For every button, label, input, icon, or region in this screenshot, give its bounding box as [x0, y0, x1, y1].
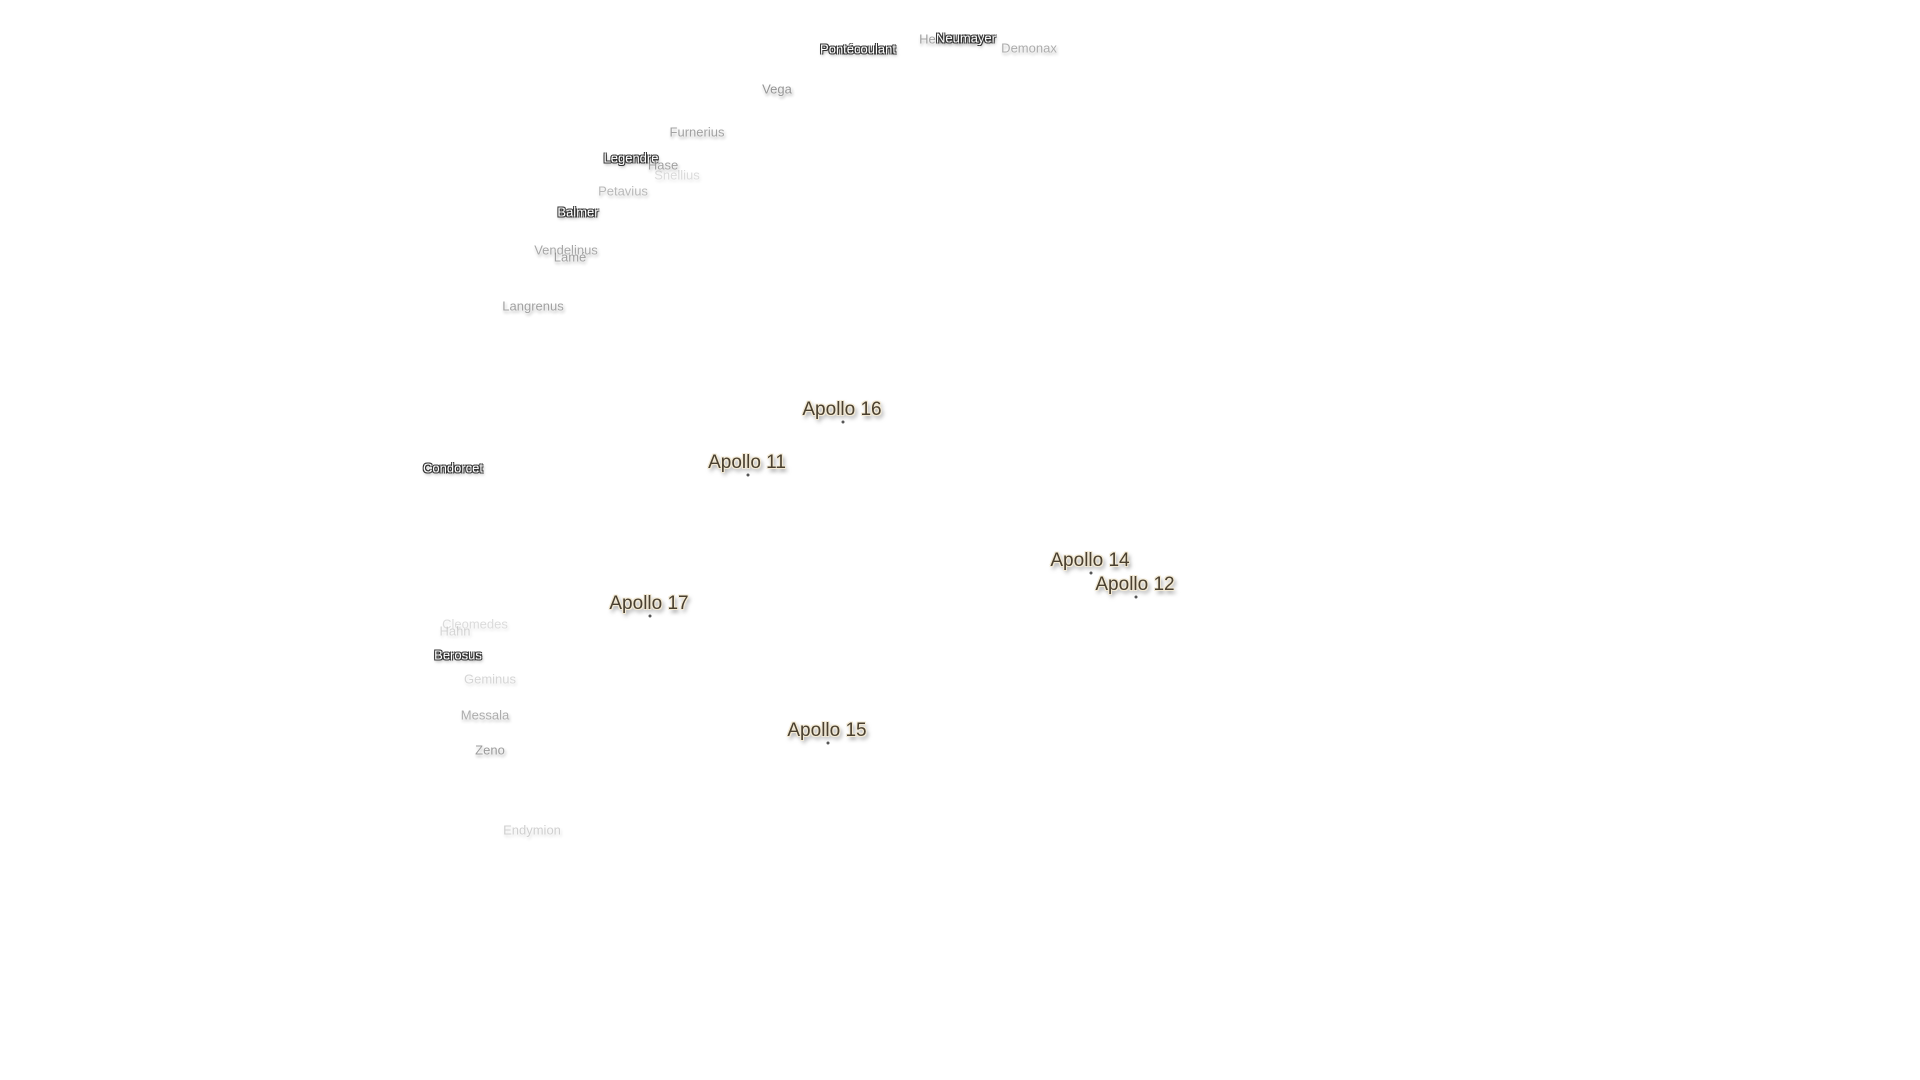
- crater-label: Cleomedes: [442, 616, 508, 632]
- crater-label: Legendre: [603, 150, 659, 166]
- crater-label: Condorcet: [423, 460, 483, 476]
- crater-label: Balmer: [557, 204, 599, 220]
- crater-label: Geminus: [463, 671, 517, 687]
- crater-label: Petavius: [598, 183, 648, 199]
- landing-site-marker: [648, 614, 652, 618]
- crater-label: Langrenus: [502, 298, 564, 314]
- crater-label: Berosus: [434, 647, 482, 663]
- crater-label: Lamé: [553, 249, 587, 265]
- crater-label: Hase: [647, 157, 679, 173]
- crater-label: Zeno: [475, 742, 505, 758]
- crater-label: Hahn: [439, 623, 471, 639]
- crater-label: Neumayer: [936, 30, 996, 46]
- landing-site-label: Apollo 14: [1050, 550, 1130, 571]
- landing-site-marker: [826, 741, 830, 745]
- crater-label: Helmholtz: [919, 31, 977, 47]
- landing-site-label: Apollo 12: [1095, 574, 1175, 595]
- crater-label: Vendelinus: [534, 242, 598, 258]
- crater-label: Vega: [762, 81, 792, 97]
- crater-label: Messala: [460, 707, 510, 723]
- crater-label: Endymion: [503, 822, 561, 838]
- landing-site-marker: [1089, 571, 1093, 575]
- landing-site-marker: [746, 473, 750, 477]
- landing-site-label: Apollo 11: [708, 452, 786, 473]
- crater-label: Demonax: [1001, 40, 1057, 56]
- landing-site-marker: [841, 420, 845, 424]
- landing-site-label: Apollo 15: [787, 720, 867, 741]
- landing-site-marker: [1134, 595, 1138, 599]
- crater-label: Furnerius: [669, 124, 725, 140]
- crater-label: Pontécoulant: [820, 41, 896, 57]
- crater-label: Snellius: [654, 167, 700, 183]
- landing-site-label: Apollo 17: [609, 593, 689, 614]
- landing-site-label: Apollo 16: [802, 399, 882, 420]
